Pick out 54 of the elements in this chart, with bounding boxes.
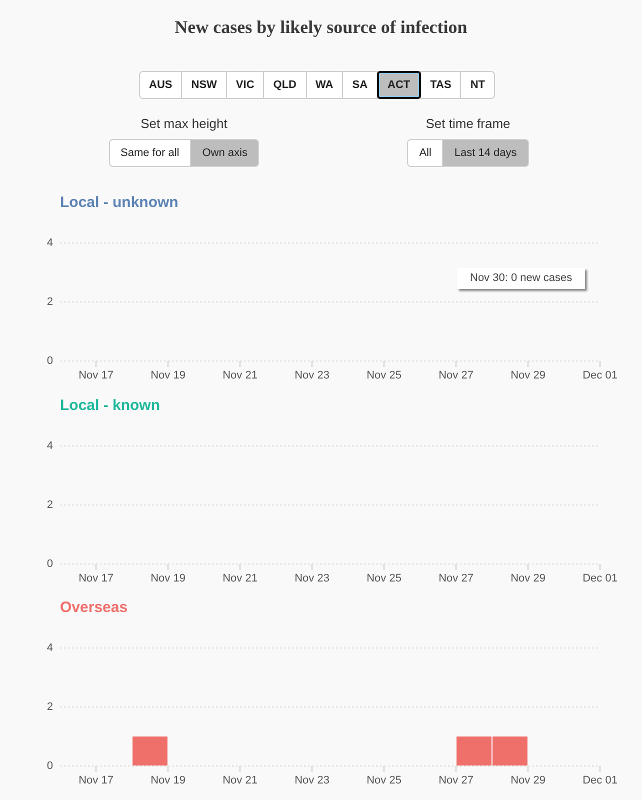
text: Set time frame: [424, 116, 512, 132]
annotation: Nov 30: 0 new cases: [470, 272, 572, 284]
y-tick-label: 0: [46, 558, 53, 570]
x-tick-label: Nov 29: [510, 370, 546, 382]
x-tick-label: Nov 25: [366, 572, 402, 584]
text: New cases by likely source of infection: [174, 16, 468, 39]
button: TAS: [420, 71, 462, 99]
button: VIC: [226, 71, 264, 99]
y-tick-label: 0: [46, 760, 53, 772]
x-tick-label: Nov 25: [366, 370, 402, 382]
x-tick-label: Nov 23: [294, 370, 330, 382]
button: NSW: [181, 71, 227, 99]
button: WA: [306, 71, 344, 99]
x-tick-label: Nov 17: [78, 774, 114, 787]
x-tick-label: Nov 21: [222, 370, 258, 382]
chart-title: Local - known: [60, 396, 160, 415]
y-tick-label: 2: [46, 498, 53, 511]
x-tick-label: Nov 29: [510, 572, 546, 584]
y-tick-label: 4: [46, 642, 53, 654]
tooltip: Nov 30: 0 new cases: [457, 268, 586, 289]
x-tick-label: Nov 17: [78, 572, 114, 584]
x-tick-label: Dec 01: [582, 572, 618, 584]
y-tick-label: 4: [46, 440, 53, 452]
y-tick-label: 2: [46, 296, 53, 308]
button: SA: [342, 71, 378, 99]
x-tick-label: Nov 19: [150, 572, 186, 584]
x-tick-label: Nov 29: [510, 774, 546, 787]
x-tick-label: Nov 21: [222, 572, 258, 584]
x-tick-label: Nov 21: [222, 774, 258, 787]
button: NT: [460, 71, 495, 99]
button: All: [407, 139, 444, 167]
button: AUS: [139, 71, 182, 99]
y-tick-label: 2: [46, 701, 53, 714]
button: QLD: [263, 71, 306, 99]
x-tick-label: Nov 19: [150, 370, 186, 382]
x-tick-label: Nov 27: [438, 370, 474, 382]
x-tick-label: Nov 17: [78, 370, 114, 382]
text: Set max height: [140, 116, 228, 132]
x-tick-label: Nov 27: [438, 572, 474, 584]
x-tick-label: Nov 27: [438, 774, 474, 787]
y-tick-label: 4: [46, 237, 53, 250]
chart-title: Local - unknown: [60, 194, 178, 212]
x-tick-label: Nov 19: [150, 774, 186, 787]
button: Same for all: [108, 139, 192, 167]
x-tick-label: Nov 23: [294, 774, 330, 787]
x-tick-label: Dec 01: [582, 774, 618, 787]
x-tick-label: Nov 23: [294, 572, 330, 584]
button: ACT: [376, 71, 422, 99]
button: Last 14 days: [442, 139, 529, 167]
y-tick-label: 0: [46, 355, 53, 368]
x-tick-label: Nov 25: [366, 774, 402, 787]
chart-title: Overseas: [60, 599, 128, 618]
x-tick-label: Dec 01: [582, 370, 618, 382]
button: Own axis: [190, 139, 260, 167]
